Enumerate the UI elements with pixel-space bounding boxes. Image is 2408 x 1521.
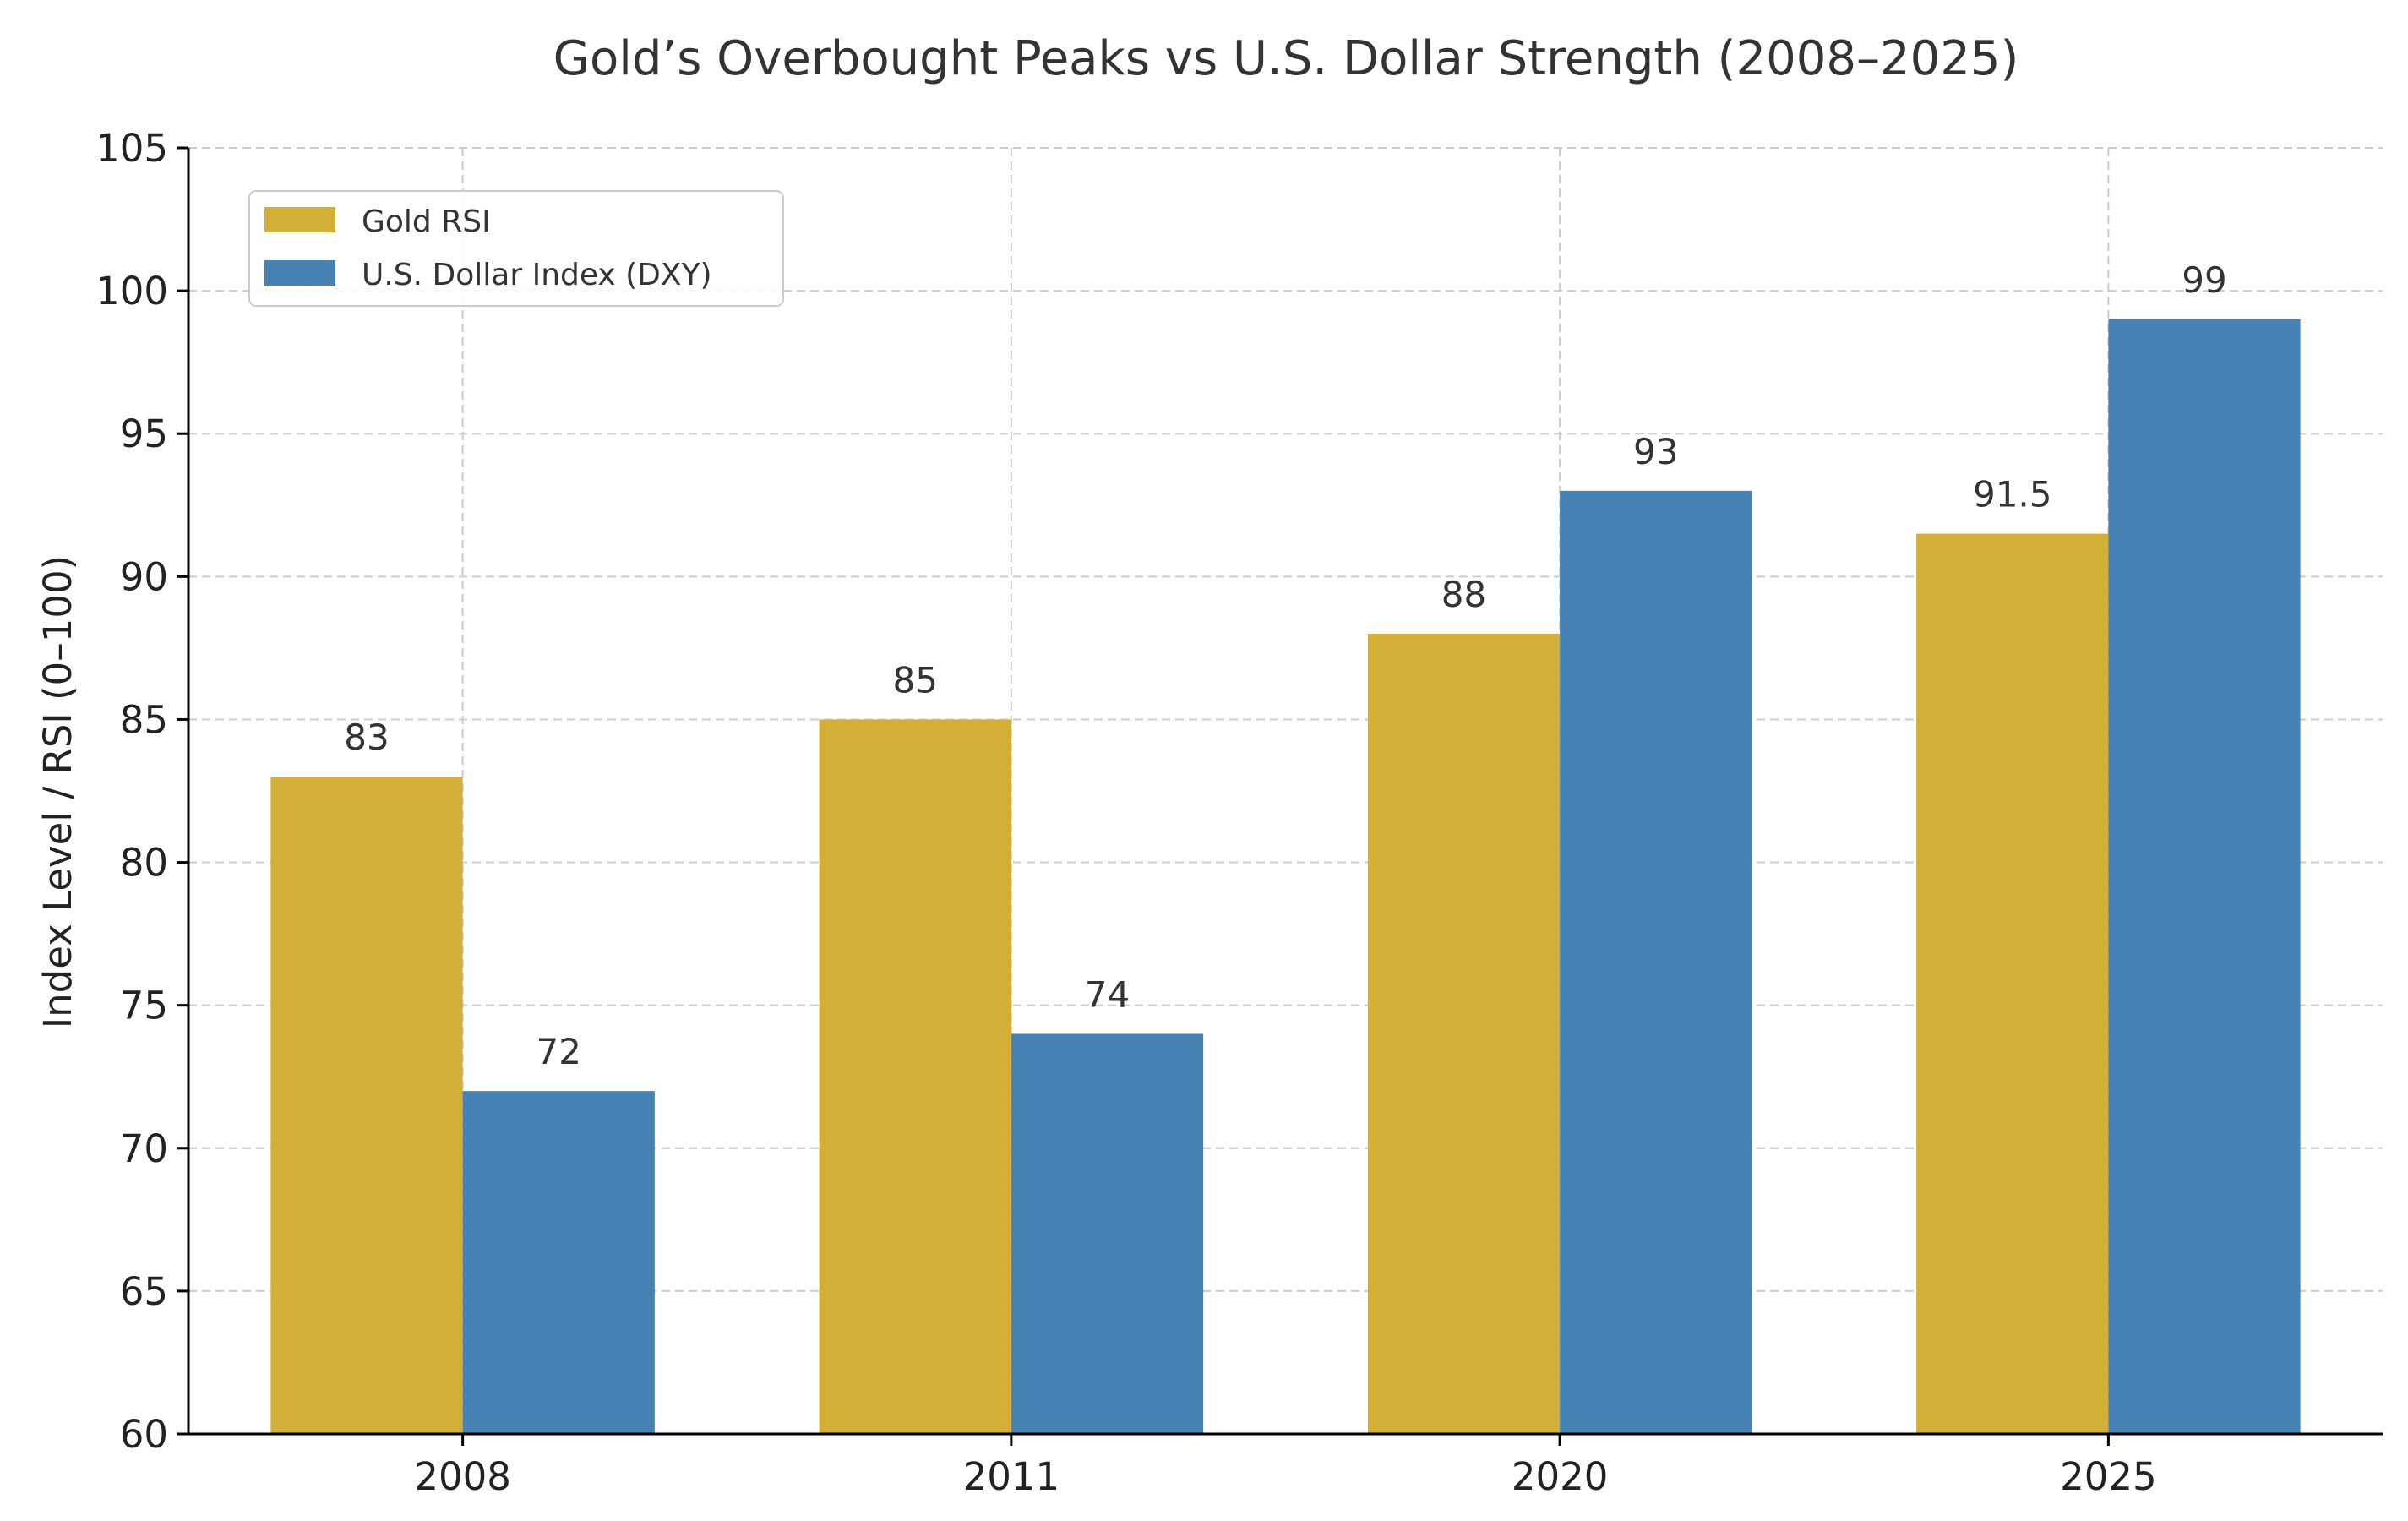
bar-gold-rsi-2025 — [1916, 533, 2109, 1434]
bar-label-gold-rsi-2011: 85 — [893, 659, 938, 701]
y-tick-label: 85 — [120, 697, 168, 742]
y-tick-label: 100 — [95, 269, 168, 313]
y-tick-label: 95 — [120, 412, 168, 456]
y-tick-label: 70 — [120, 1126, 168, 1171]
x-tick-label: 2011 — [963, 1454, 1060, 1499]
chart-title: Gold’s Overbought Peaks vs U.S. Dollar S… — [553, 31, 2019, 86]
bar-label-dxy-2008: 72 — [537, 1031, 581, 1072]
bar-label-dxy-2025: 99 — [2182, 259, 2226, 301]
legend-box — [248, 190, 784, 307]
bar-label-dxy-2011: 74 — [1085, 973, 1130, 1015]
y-tick-label: 75 — [120, 984, 168, 1028]
y-tick-label: 60 — [120, 1412, 168, 1457]
y-tick-label: 65 — [120, 1269, 168, 1314]
legend-swatch-gold-rsi — [264, 207, 335, 232]
bar-gold-rsi-2020 — [1367, 633, 1561, 1434]
x-tick-label: 2025 — [2060, 1454, 2157, 1499]
x-tick-label: 2020 — [1512, 1454, 1609, 1499]
y-tick-label: 90 — [120, 554, 168, 599]
bar-label-gold-rsi-2008: 83 — [344, 717, 389, 758]
bar-label-dxy-2020: 93 — [1633, 431, 1678, 472]
axes-layer — [187, 148, 2383, 1436]
bar-label-gold-rsi-2020: 88 — [1441, 574, 1486, 615]
y-tick-label: 80 — [120, 841, 168, 886]
bar-dxy-2011 — [1011, 1033, 1204, 1434]
bar-gold-rsi-2011 — [819, 719, 1011, 1434]
bar-label-gold-rsi-2025: 91.5 — [1973, 474, 2052, 515]
legend-swatch-dxy — [264, 260, 335, 286]
y-axis-label: Index Level / RSI (0–100) — [35, 555, 80, 1028]
bar-gold-rsi-2008 — [270, 777, 463, 1434]
y-tick-label: 105 — [95, 126, 168, 171]
legend: Gold RSI U.S. Dollar Index (DXY) — [248, 190, 784, 307]
legend-label-dxy: U.S. Dollar Index (DXY) — [362, 258, 712, 292]
bars-layer — [270, 319, 2301, 1434]
ticks-layer: 60 65 70 75 80 85 90 95 100 105 2008 2011 2020 2025 — [95, 126, 2157, 1499]
legend-label-gold-rsi: Gold RSI — [362, 204, 491, 239]
x-tick-label: 2008 — [414, 1454, 511, 1499]
bar-dxy-2020 — [1560, 490, 1752, 1434]
labels-layer: 83 85 88 91.5 72 74 93 99 — [344, 259, 2226, 1072]
bar-dxy-2008 — [462, 1091, 655, 1434]
bar-dxy-2025 — [2108, 319, 2301, 1434]
